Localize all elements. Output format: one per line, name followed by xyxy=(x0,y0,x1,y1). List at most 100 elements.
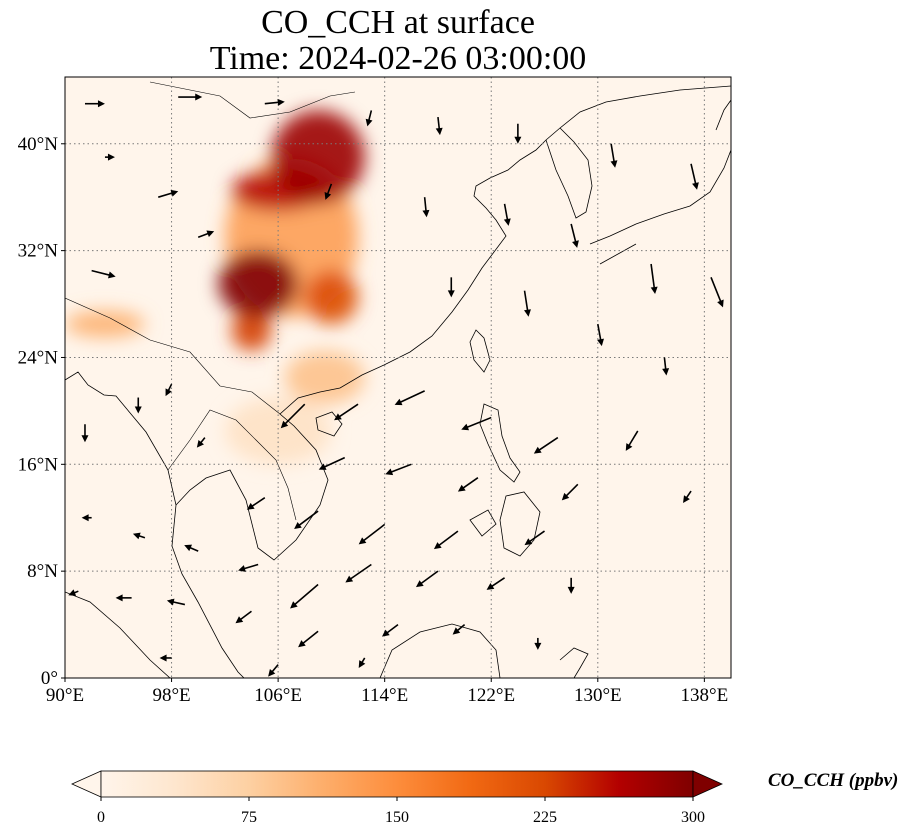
wind-arrow xyxy=(165,383,173,397)
wind-arrow xyxy=(385,463,412,476)
graticule xyxy=(65,77,731,678)
wind-arrow xyxy=(422,197,430,218)
wind-arrow xyxy=(486,577,506,590)
wind-arrow xyxy=(91,269,116,279)
latitude-ticks: 0° 8°N 16°N 24°N 32°N 40°N xyxy=(18,134,65,689)
lat-tick-label: 8°N xyxy=(27,561,58,582)
wind-arrow xyxy=(610,143,618,168)
lat-tick-label: 24°N xyxy=(18,347,59,368)
wind-arrow xyxy=(690,163,699,190)
country-borders xyxy=(65,81,356,521)
wind-arrow xyxy=(184,544,199,552)
wind-arrow xyxy=(158,189,179,198)
wind-arrow xyxy=(345,563,372,583)
co-plume xyxy=(224,397,332,465)
wind-arrow xyxy=(365,110,373,127)
wind-arrow xyxy=(567,577,575,594)
wind-arrow xyxy=(134,397,142,414)
wind-arrow xyxy=(298,630,319,648)
lat-tick-label: 40°N xyxy=(18,134,59,155)
wind-arrow xyxy=(683,490,692,504)
map-frame xyxy=(64,76,732,679)
wind-arrow xyxy=(433,530,459,550)
lat-tick-label: 16°N xyxy=(18,454,59,475)
wind-arrow xyxy=(524,530,545,546)
wind-arrow xyxy=(196,437,206,448)
wind-arrow xyxy=(650,263,658,294)
coastline-japan xyxy=(589,99,731,265)
lon-tick-label: 130°E xyxy=(574,685,622,706)
wind-arrow xyxy=(561,483,579,501)
colorbar-tick-label: 150 xyxy=(385,809,409,826)
wind-arrow xyxy=(324,183,333,200)
co-concentration-field xyxy=(65,110,365,465)
wind-arrow xyxy=(662,357,670,376)
wind-arrow xyxy=(264,98,285,106)
coastline-indochina xyxy=(175,85,731,561)
wind-arrow xyxy=(132,532,146,540)
colorbar-tick-label: 225 xyxy=(533,809,557,826)
wind-arrow xyxy=(104,153,115,161)
coastline-taiwan xyxy=(469,329,491,373)
wind-arrow xyxy=(435,116,443,136)
wind-arrow xyxy=(452,623,466,635)
wind-arrow xyxy=(461,416,492,431)
lon-tick-label: 106°E xyxy=(254,685,302,706)
colorbar-extend-low xyxy=(71,770,102,798)
coastline-hainan xyxy=(315,411,343,437)
wind-arrow xyxy=(268,664,279,677)
wind-arrow xyxy=(294,510,319,530)
wind-arrow xyxy=(81,514,92,522)
map-background xyxy=(65,77,731,678)
colorbar-ramp xyxy=(100,770,694,798)
wind-vectors xyxy=(68,93,724,677)
wind-arrow xyxy=(235,610,252,624)
wind-arrow xyxy=(394,390,425,406)
wind-arrow xyxy=(710,277,724,308)
coastline-borneo xyxy=(379,623,501,678)
wind-arrow xyxy=(290,583,319,609)
border-china-southeast-asia xyxy=(65,297,281,415)
coastline-korea xyxy=(545,127,593,219)
lat-tick-label: 0° xyxy=(41,668,58,689)
co-plume xyxy=(304,270,359,325)
wind-arrow xyxy=(597,323,604,347)
wind-arrow xyxy=(81,424,89,443)
wind-arrow xyxy=(159,654,172,662)
wind-arrow xyxy=(115,594,132,602)
colorbar-extend-high xyxy=(692,770,723,798)
wind-arrow xyxy=(447,277,455,298)
map-time-subtitle: Time: 2024-02-26 03:00:00 xyxy=(209,40,587,77)
coastline-sumatra xyxy=(65,591,171,678)
wind-arrow xyxy=(534,637,542,650)
co-plume xyxy=(284,350,365,405)
wind-arrow xyxy=(238,563,259,572)
lon-tick-label: 98°E xyxy=(152,685,190,706)
wind-arrow xyxy=(68,589,79,596)
coastline-philippines-south xyxy=(469,491,541,557)
lat-tick-label: 32°N xyxy=(18,241,59,262)
wind-arrow xyxy=(523,290,531,317)
longitude-ticks: 90°E 98°E 106°E 114°E 122°E 130°E 138°E xyxy=(46,678,728,706)
wind-arrow xyxy=(318,456,346,470)
colorbar-label: CO_CCH (ppbv) xyxy=(768,770,899,791)
co-plume xyxy=(231,310,272,351)
colorbar-tick-label: 0 xyxy=(97,809,105,826)
wind-arrow xyxy=(84,100,105,108)
colorbar-ticks: 0 75 150 225 300 xyxy=(97,797,705,826)
wind-arrow xyxy=(166,598,186,606)
wind-arrow xyxy=(334,403,359,421)
coastline-sulawesi xyxy=(559,647,589,678)
wind-arrow xyxy=(358,657,366,668)
wind-arrow xyxy=(625,430,639,451)
wind-arrow xyxy=(514,123,522,144)
wind-arrow xyxy=(457,477,479,492)
coastline-luzon xyxy=(479,403,521,483)
lon-tick-label: 114°E xyxy=(361,685,408,706)
wind-arrow xyxy=(382,623,399,637)
border-china-mongolia xyxy=(149,81,356,119)
lon-tick-label: 138°E xyxy=(681,685,729,706)
lon-tick-label: 122°E xyxy=(467,685,515,706)
